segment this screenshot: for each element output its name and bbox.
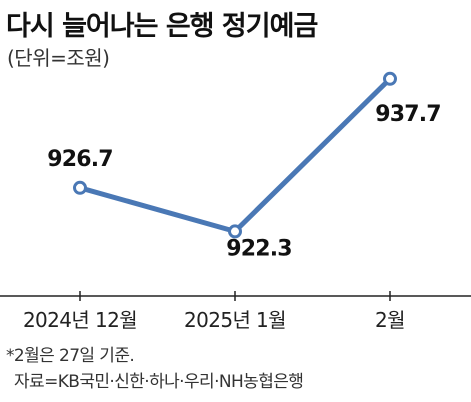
x-tick-labels: 2024년 12월 2025년 1월 2월: [23, 308, 406, 332]
data-labels: 926.7 922.3 937.7: [47, 102, 441, 262]
x-tick-label: 2024년 12월: [23, 308, 137, 332]
x-tick-label: 2025년 1월: [184, 308, 286, 332]
footnote-source: 자료=KB국민·신한·하나·우리·NH농협은행: [14, 372, 304, 392]
unit-label: (단위=조원): [7, 46, 110, 70]
data-point: [73, 180, 87, 195]
data-label: 937.7: [375, 102, 441, 127]
data-label: 926.7: [47, 147, 113, 172]
data-point: [228, 224, 242, 239]
data-point: [383, 71, 397, 86]
chart-title: 다시 늘어나는 은행 정기예금: [6, 11, 318, 42]
data-points: [73, 71, 397, 239]
x-tick-label: 2월: [375, 308, 405, 332]
series-line: [77, 76, 393, 234]
footnote-date: *2월은 27일 기준.: [6, 346, 135, 366]
x-axis-ticks: [79, 291, 391, 301]
data-label: 922.3: [226, 236, 292, 261]
series-line-group: [77, 76, 393, 234]
